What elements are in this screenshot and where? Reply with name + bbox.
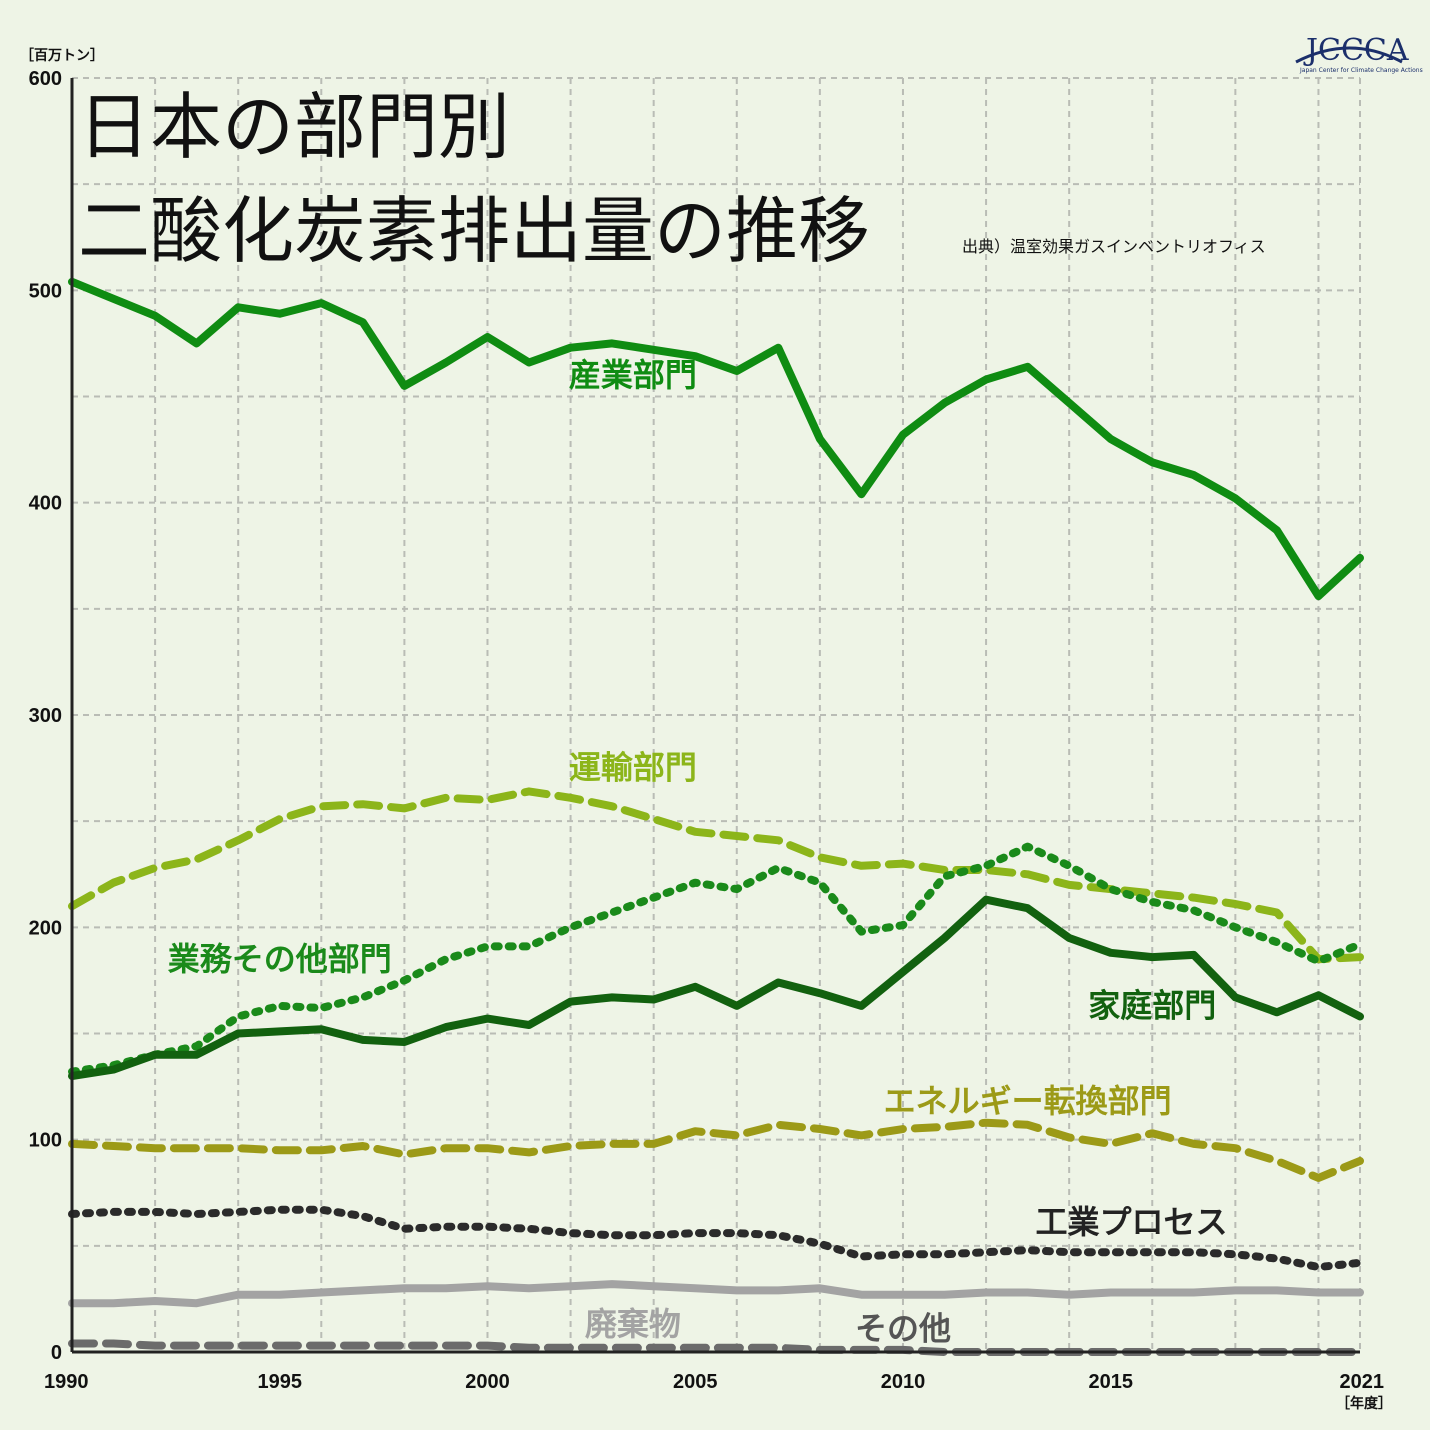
series-line-5 [68,1118,1364,1182]
y-tick-label: 600 [29,68,62,90]
series-line-6 [68,1205,1364,1272]
x-tick-label: 2010 [881,1371,926,1393]
series-line-2 [68,787,1364,964]
y-tick-label: 0 [51,1342,62,1364]
x-tick-label: 2015 [1088,1371,1133,1393]
series-label-5: エネルギー転換部門 [884,1082,1172,1120]
x-tick-label: 2000 [465,1371,510,1393]
jccca-logo: JCCCA Japan Center for Climate Change Ac… [1295,33,1423,74]
series-line-7 [68,1280,1364,1308]
series-label-4: 家庭部門 [1088,987,1216,1025]
series-line-1 [68,277,1364,601]
series-line-3 [68,842,1364,1076]
y-tick-label: 500 [29,280,62,302]
x-unit-label: ［年度］ [1336,1395,1392,1412]
x-tick-label: 2005 [673,1371,718,1393]
tick-labels: 0 100 200 300 400 500 600 1990 1995 2000 2005 2010 2… [29,68,1384,1393]
x-tick-label: 1995 [257,1371,302,1393]
logo-text: JCCCA [1303,33,1409,68]
series-label-8: その他 [855,1309,951,1347]
chart-title-line-2: 二酸化炭素排出量の推移 [78,189,870,273]
y-tick-label: 200 [29,917,62,939]
series-label-2: 運輸部門 [569,749,697,787]
y-tick-label: 100 [29,1130,62,1152]
series-label-6: 工業プロセス [1035,1203,1227,1241]
series-label-1: 産業部門 [569,356,697,394]
x-tick-label: 2021 [1340,1371,1385,1393]
y-unit-label: ［百万トン］ [20,47,104,64]
logo-subtext: Japan Center for Climate Change Actions [1299,67,1423,74]
axes [70,78,1360,1354]
series-label-3: 業務その他部門 [168,940,392,978]
x-tick-label: 1990 [44,1371,89,1393]
logo-arc-icon [1295,46,1403,64]
source-note: 出典）温室効果ガスインベントリオフィス [962,237,1266,256]
chart-title-line-1: 日本の部門別 [78,85,510,169]
y-tick-label: 300 [29,705,62,727]
y-tick-label: 400 [29,493,62,515]
series-label-7: 廃棄物 [585,1305,681,1343]
series-line-4 [68,895,1364,1080]
series-group [68,277,1364,1356]
